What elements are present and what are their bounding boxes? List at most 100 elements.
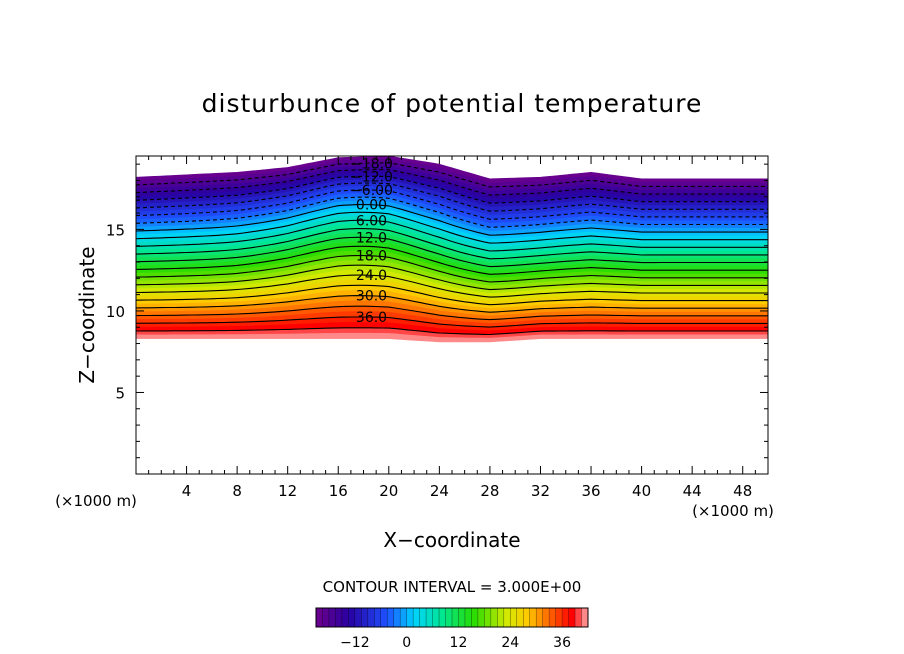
contour-label: −6.00 bbox=[350, 183, 393, 199]
colorbar-cell bbox=[367, 608, 375, 627]
colorbar bbox=[315, 607, 589, 628]
contour-line bbox=[136, 204, 768, 236]
colorbar-cell bbox=[400, 608, 407, 627]
contour-line bbox=[136, 219, 768, 252]
chart-title: disturbunce of potential temperature bbox=[202, 89, 703, 118]
colorbar-cell bbox=[387, 608, 395, 627]
colorbar-tick-label: 0 bbox=[402, 635, 411, 651]
colorbar-cell bbox=[575, 608, 582, 627]
contour-label: 24.0 bbox=[356, 268, 387, 284]
colorbar-tick-label: 36 bbox=[553, 635, 571, 651]
contour-line bbox=[136, 162, 768, 188]
contour-line bbox=[136, 228, 768, 260]
x-axis-label: X−coordinate bbox=[383, 528, 520, 552]
contour-line bbox=[136, 327, 768, 336]
colorbar-cell bbox=[335, 608, 343, 627]
colorbar-cell bbox=[510, 608, 518, 627]
colorbar-cell bbox=[380, 608, 388, 627]
contour-line bbox=[136, 295, 768, 313]
colorbar-tick-labels: −12 0 12 24 36 bbox=[340, 635, 571, 651]
x-unit-left: (×1000 m) bbox=[55, 492, 137, 510]
contour-interval-label: CONTOUR INTERVAL = 3.000E+00 bbox=[323, 578, 582, 596]
contour-band bbox=[136, 332, 768, 343]
contour-line bbox=[136, 264, 768, 291]
colorbar-cell bbox=[406, 608, 414, 627]
colorbar-cell bbox=[341, 608, 349, 627]
colorbar-cell bbox=[322, 608, 330, 627]
contour-label: 18.0 bbox=[356, 249, 387, 265]
colorbar-cell bbox=[484, 608, 492, 627]
x-tick-label: 24 bbox=[430, 482, 449, 500]
colorbar-cell bbox=[393, 608, 401, 627]
colorbar-cell bbox=[464, 608, 472, 627]
contour-line bbox=[136, 189, 768, 220]
colorbar-cell bbox=[516, 608, 524, 627]
contour-label: −12.0 bbox=[350, 169, 393, 185]
colorbar-cell bbox=[568, 608, 576, 627]
colorbar-cell bbox=[549, 608, 556, 627]
x-unit-right: (×1000 m) bbox=[692, 502, 774, 520]
colorbar-cell bbox=[529, 608, 537, 627]
contour-line bbox=[136, 182, 768, 212]
contour-label: 30.0 bbox=[356, 289, 387, 305]
colorbar-tick-label: −12 bbox=[340, 635, 370, 651]
contour-line bbox=[136, 196, 768, 228]
colorbar-tick-label: 24 bbox=[501, 635, 519, 651]
contour-line bbox=[136, 274, 768, 298]
contour-line bbox=[136, 305, 768, 321]
contour-label: −18.0 bbox=[350, 156, 393, 172]
colorbar-cell bbox=[374, 608, 382, 627]
colorbar-cell bbox=[562, 608, 569, 627]
colorbar-cell bbox=[523, 608, 531, 627]
colorbar-frame bbox=[315, 607, 589, 628]
y-tick-labels: 5 10 15 bbox=[106, 221, 125, 402]
colorbar-cell bbox=[361, 608, 369, 627]
colorbar-cell bbox=[536, 608, 543, 627]
colorbar-cell bbox=[555, 608, 563, 627]
x-tick-label: 16 bbox=[329, 482, 348, 500]
x-tick-labels: 4 8 12 16 20 24 28 32 36 40 44 48 bbox=[182, 482, 752, 500]
colorbar-cell bbox=[503, 608, 511, 627]
colorbar-cell bbox=[439, 608, 446, 627]
contour-label: 36.0 bbox=[356, 310, 387, 326]
axis-ticks bbox=[136, 156, 768, 474]
colorbar-cell bbox=[542, 608, 550, 627]
colorbar-cell bbox=[452, 608, 459, 627]
x-tick-label: 36 bbox=[581, 482, 600, 500]
colorbar-cell bbox=[581, 608, 589, 627]
contour-label: 12.0 bbox=[356, 230, 387, 246]
colorbar-cell bbox=[497, 608, 505, 627]
contour-label: 6.00 bbox=[356, 213, 387, 229]
contour-line bbox=[136, 169, 768, 196]
x-tick-label: 44 bbox=[683, 482, 702, 500]
colorbar-cell bbox=[413, 608, 420, 627]
x-tick-label: 28 bbox=[480, 482, 499, 500]
contour-line bbox=[136, 236, 768, 268]
contour-line bbox=[136, 211, 768, 244]
x-tick-label: 12 bbox=[278, 482, 297, 500]
x-tick-label: 32 bbox=[531, 482, 550, 500]
colorbar-cell bbox=[458, 608, 466, 627]
contour-label: 0.00 bbox=[356, 198, 387, 214]
x-tick-label: 4 bbox=[182, 482, 192, 500]
y-tick-label: 5 bbox=[115, 384, 125, 402]
colorbar-cell bbox=[328, 608, 336, 627]
contour-line bbox=[136, 284, 768, 306]
colorbar-cell bbox=[354, 608, 362, 627]
contour-line bbox=[136, 245, 768, 275]
x-tick-label: 40 bbox=[632, 482, 651, 500]
y-axis-label: Z−coordinate bbox=[75, 246, 99, 383]
colorbar-cell bbox=[426, 608, 433, 627]
contour-line bbox=[136, 175, 768, 204]
x-tick-label: 8 bbox=[232, 482, 242, 500]
colorbar-cell bbox=[348, 608, 356, 627]
colorbar-cell bbox=[471, 608, 479, 627]
colorbar-cell bbox=[490, 608, 498, 627]
contour-line bbox=[136, 316, 768, 328]
y-tick-label: 10 bbox=[106, 303, 125, 321]
colorbar-tick-label: 12 bbox=[450, 635, 468, 651]
contour-line bbox=[136, 255, 768, 283]
colorbar-cell bbox=[419, 608, 427, 627]
